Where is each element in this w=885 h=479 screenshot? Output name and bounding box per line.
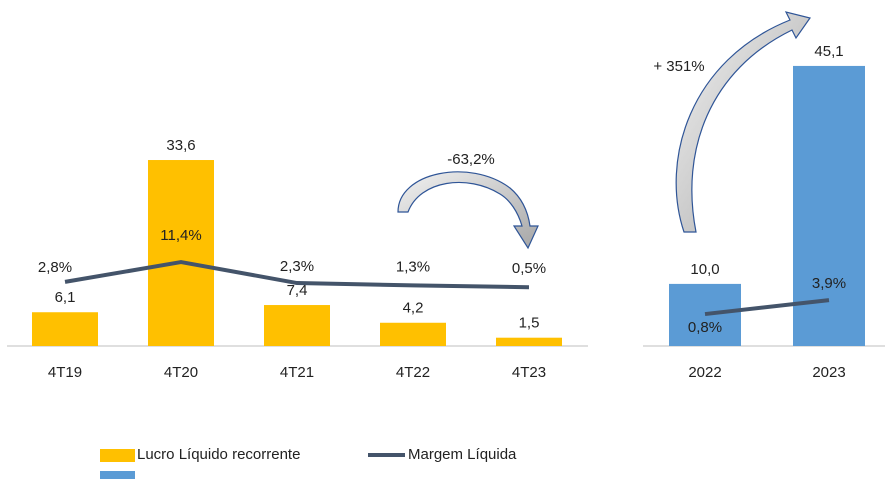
data-label: 1,5: [519, 315, 540, 332]
data-label: 6,1: [55, 289, 76, 306]
data-label: 33,6: [166, 137, 195, 154]
legend-swatch: [100, 471, 135, 479]
data-label: 10,0: [690, 261, 719, 278]
bar: [380, 322, 446, 346]
x-tick-label: 4T22: [396, 364, 430, 381]
bar: [496, 337, 562, 346]
data-label: 0,8%: [688, 319, 722, 336]
legend-label: Lucro Líquido recorrente: [137, 446, 300, 463]
x-tick-label: 2023: [812, 364, 845, 381]
bar: [793, 65, 865, 346]
data-label: 2,8%: [38, 259, 72, 276]
bar: [32, 312, 98, 346]
data-label: 11,4%: [160, 227, 201, 244]
line: [704, 298, 830, 317]
arrow: [675, 11, 811, 233]
bar: [669, 283, 741, 346]
data-label: 2,3%: [280, 258, 314, 275]
line: [64, 260, 530, 290]
x-tick-label: 2022: [688, 364, 721, 381]
x-tick-label: 4T23: [512, 364, 546, 381]
x-tick-label: 4T19: [48, 364, 82, 381]
annotation: -63,2%: [447, 151, 495, 168]
legend-swatch: [100, 449, 135, 462]
data-label: 45,1: [814, 43, 843, 60]
arrow: [397, 171, 539, 250]
legend-label: Margem Líquida: [408, 446, 517, 463]
data-label: 7,4: [287, 282, 308, 299]
x-tick-label: 4T20: [164, 364, 198, 381]
bar: [148, 160, 214, 346]
data-label: 1,3%: [396, 258, 430, 275]
annotation: + 351%: [653, 58, 704, 75]
data-label: 4,2: [403, 300, 424, 317]
bar: [264, 305, 330, 346]
x-tick-label: 4T21: [280, 364, 314, 381]
data-label: 3,9%: [812, 275, 846, 292]
data-label: 0,5%: [512, 260, 546, 277]
